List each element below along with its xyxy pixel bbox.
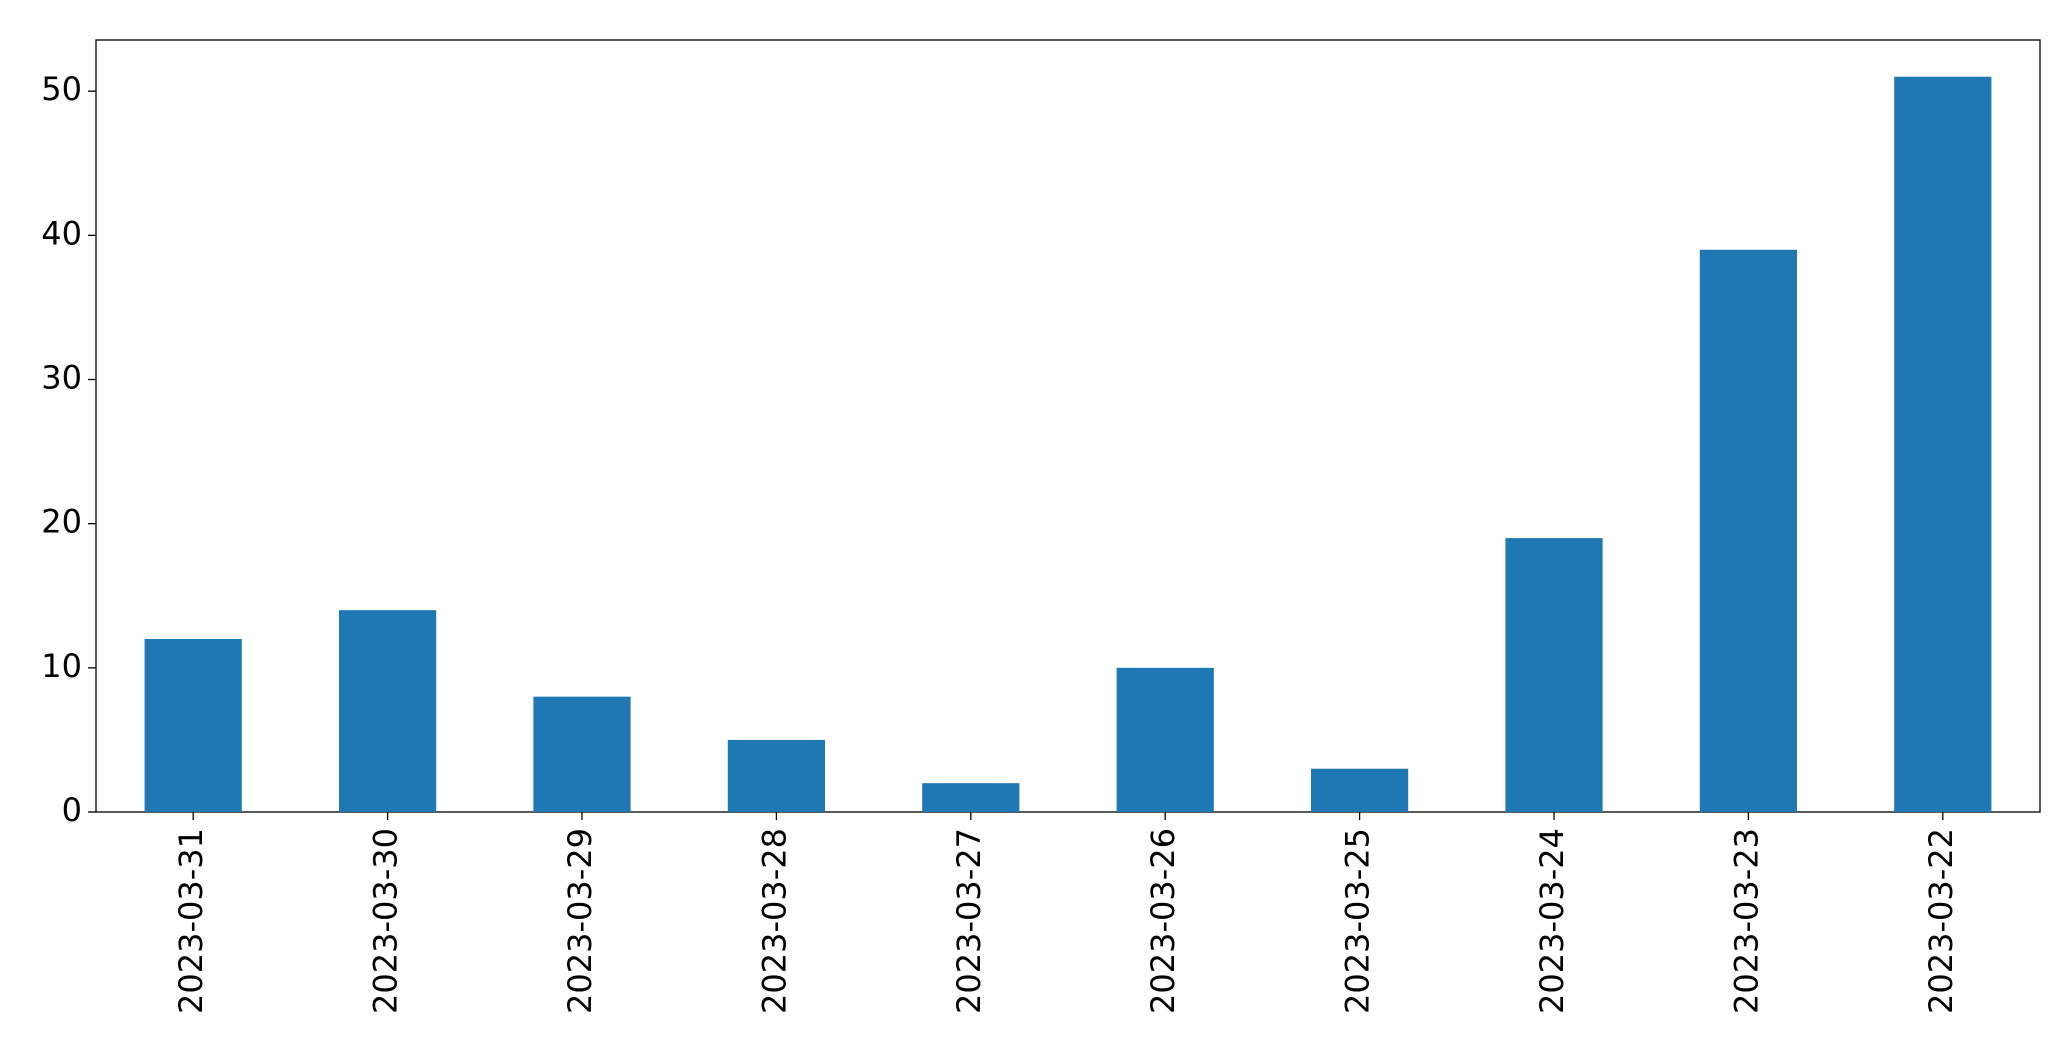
x-tick-label: 2023-03-23 <box>1727 828 1765 1014</box>
y-tick-label: 30 <box>41 359 82 397</box>
y-tick-label: 40 <box>41 214 82 252</box>
x-tick-label: 2023-03-25 <box>1339 828 1377 1014</box>
bar <box>533 696 631 812</box>
x-tick-label: 2023-03-30 <box>367 828 405 1014</box>
bar <box>1311 768 1409 812</box>
x-tick-label: 2023-03-27 <box>950 828 988 1014</box>
bar <box>1699 249 1797 813</box>
y-tick-label: 0 <box>62 791 82 829</box>
bar <box>1505 538 1603 812</box>
y-tick-label: 10 <box>41 647 82 685</box>
x-tick-label: 2023-03-31 <box>172 828 210 1014</box>
x-tick-label: 2023-03-26 <box>1144 828 1182 1014</box>
plot-frame <box>95 39 2041 813</box>
bar <box>1894 76 1992 812</box>
bar <box>727 739 825 812</box>
bar <box>922 783 1020 812</box>
bar <box>144 639 242 812</box>
y-tick-label: 50 <box>41 70 82 108</box>
x-tick-label: 2023-03-22 <box>1922 828 1960 1014</box>
x-tick-label: 2023-03-24 <box>1533 828 1571 1014</box>
bar <box>1116 667 1214 812</box>
y-tick-label: 20 <box>41 503 82 541</box>
bar <box>339 610 437 812</box>
x-tick-label: 2023-03-29 <box>561 828 599 1014</box>
x-tick-label: 2023-03-28 <box>755 828 793 1014</box>
